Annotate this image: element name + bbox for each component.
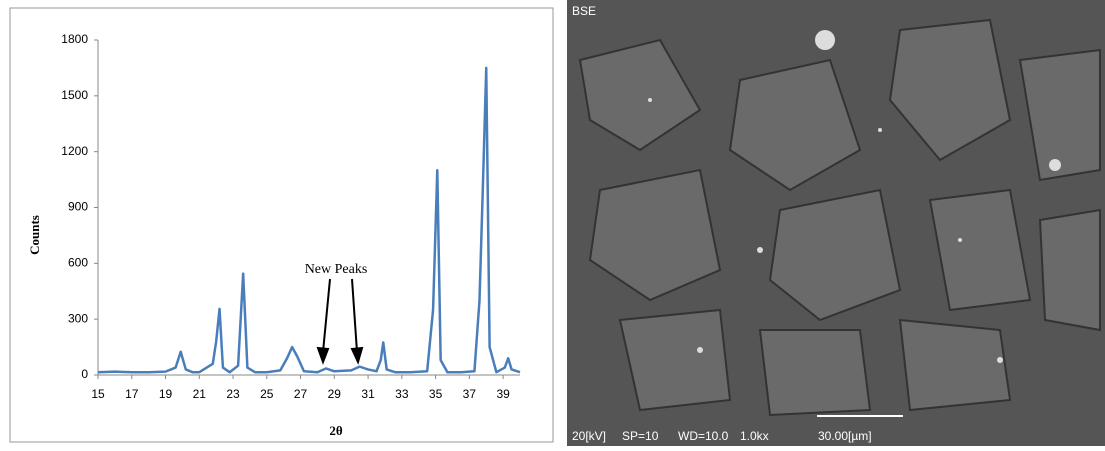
arrow-head xyxy=(318,348,328,362)
x-tick-label: 17 xyxy=(125,387,139,401)
y-tick-label: 1800 xyxy=(61,32,88,46)
x-tick-label: 27 xyxy=(294,387,308,401)
speckle xyxy=(815,30,835,50)
x-tick-label: 39 xyxy=(496,387,510,401)
arrow xyxy=(323,279,330,352)
annotation: New Peaks xyxy=(305,262,368,277)
x-tick-label: 25 xyxy=(260,387,274,401)
x-tick-label: 15 xyxy=(91,387,105,401)
x-tick-label: 33 xyxy=(395,387,409,401)
detector-label: BSE xyxy=(572,4,596,18)
arrow-head xyxy=(352,348,362,362)
speckle xyxy=(997,357,1003,363)
scale-label: 30.00[µm] xyxy=(818,429,872,443)
y-tick-label: 600 xyxy=(68,256,88,270)
x-tick-label: 37 xyxy=(463,387,477,401)
y-axis-label: Counts xyxy=(27,215,42,255)
particle xyxy=(760,330,870,415)
sem-image: BSE 20[kV] SP=10 WD=10.0 1.0kx 30.00[µm] xyxy=(567,0,1105,446)
chart: 2θ Counts New Peaks 0 300 600 900 1200 1500 18… xyxy=(10,8,553,442)
speckle xyxy=(697,347,703,353)
x-tick-label: 23 xyxy=(226,387,240,401)
x-tick-label: 29 xyxy=(328,387,342,401)
data-line xyxy=(98,68,520,372)
x-axis-label: 2θ xyxy=(329,423,343,438)
arrows xyxy=(318,279,362,362)
spot-label: SP=10 xyxy=(622,429,659,443)
particle xyxy=(900,320,1010,410)
chart-frame xyxy=(10,8,553,442)
particle xyxy=(620,310,730,410)
y-tick-label: 900 xyxy=(68,200,88,214)
speckle xyxy=(878,128,882,132)
speckle xyxy=(648,98,652,102)
x-tick-label: 35 xyxy=(429,387,443,401)
y-tick-label: 1500 xyxy=(61,88,88,102)
page: 2θ Counts New Peaks 0 300 600 900 1200 1500 18… xyxy=(0,0,1105,446)
x-tick-label: 21 xyxy=(193,387,207,401)
y-tick-label: 1200 xyxy=(61,144,88,158)
speckle xyxy=(757,247,763,253)
speckle xyxy=(958,238,962,242)
y-tick-label: 0 xyxy=(81,367,88,381)
y-tick-label: 300 xyxy=(68,311,88,325)
arrow xyxy=(352,279,357,352)
magnification-label: 1.0kx xyxy=(740,429,769,443)
voltage-label: 20[kV] xyxy=(572,429,606,443)
x-tick-label: 31 xyxy=(361,387,375,401)
wd-label: WD=10.0 xyxy=(678,429,729,443)
particle xyxy=(1040,210,1100,330)
x-tick-label: 19 xyxy=(159,387,173,401)
speckle xyxy=(1049,159,1061,171)
